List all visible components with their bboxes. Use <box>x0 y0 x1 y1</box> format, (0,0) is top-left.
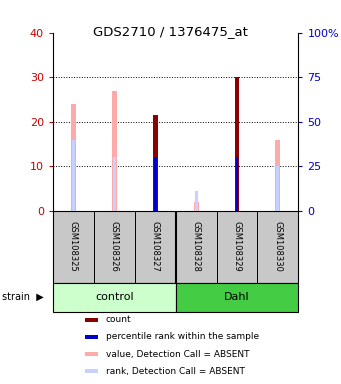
Text: GSM108325: GSM108325 <box>69 222 78 272</box>
Bar <box>85 318 98 322</box>
Bar <box>71 104 76 211</box>
Text: control: control <box>95 292 134 302</box>
Text: GSM108329: GSM108329 <box>233 222 241 272</box>
Bar <box>72 139 75 211</box>
Bar <box>154 157 157 211</box>
Text: Dahl: Dahl <box>224 292 250 302</box>
Bar <box>194 202 198 211</box>
Bar <box>176 283 298 311</box>
Bar <box>235 77 239 211</box>
Bar <box>53 283 176 311</box>
Bar <box>85 352 98 356</box>
Text: rank, Detection Call = ABSENT: rank, Detection Call = ABSENT <box>106 367 244 376</box>
Bar <box>85 369 98 373</box>
Text: GSM108330: GSM108330 <box>273 222 282 272</box>
Text: count: count <box>106 315 131 324</box>
Bar <box>112 91 117 211</box>
Bar <box>276 139 280 211</box>
Bar <box>236 157 238 211</box>
Text: strain  ▶: strain ▶ <box>2 292 43 302</box>
Text: GSM108326: GSM108326 <box>110 222 119 272</box>
Text: value, Detection Call = ABSENT: value, Detection Call = ABSENT <box>106 349 249 359</box>
Bar <box>113 157 116 211</box>
Bar <box>153 115 158 211</box>
Text: GSM108328: GSM108328 <box>192 222 201 272</box>
Text: GSM108327: GSM108327 <box>151 222 160 272</box>
Bar <box>195 191 197 211</box>
Text: percentile rank within the sample: percentile rank within the sample <box>106 333 259 341</box>
Text: GDS2710 / 1376475_at: GDS2710 / 1376475_at <box>93 25 248 38</box>
Bar <box>85 335 98 339</box>
Bar <box>277 166 279 211</box>
